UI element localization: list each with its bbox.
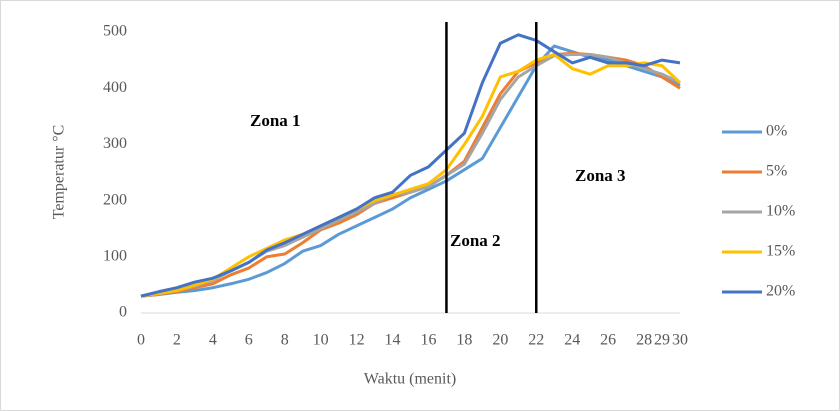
x-tick-label: 6 (245, 332, 253, 349)
y-tick-label: 500 (103, 23, 127, 40)
zone-label: Zona 1 (250, 111, 301, 130)
series-line (140, 33, 681, 298)
y-tick-label: 0 (119, 304, 127, 321)
zone-label: Zona 3 (575, 166, 626, 185)
x-axis-label: Waktu (menit) (364, 371, 456, 388)
y-axis-label: Temperatur °C (51, 125, 68, 220)
x-tick-label: 14 (385, 332, 401, 349)
x-tick-label: 4 (209, 332, 217, 349)
x-tick-label: 12 (349, 332, 365, 349)
y-tick-label: 400 (103, 79, 127, 96)
y-tick-label: 200 (103, 191, 127, 208)
y-tick-label: 100 (103, 247, 127, 264)
y-tick-label: 300 (103, 135, 127, 152)
x-tick-label: 26 (600, 332, 616, 349)
x-tick-label: 20 (492, 332, 508, 349)
x-tick-label: 18 (456, 332, 472, 349)
x-tick-label: 8 (281, 332, 289, 349)
legend-label: 5% (766, 163, 787, 180)
x-tick-label: 24 (564, 332, 580, 349)
x-tick-label: 28 (636, 332, 652, 349)
x-tick-label: 2 (173, 332, 181, 349)
legend-label: 15% (766, 243, 795, 260)
x-tick-label: 0 (137, 332, 145, 349)
x-tick-label: 16 (420, 332, 436, 349)
x-tick-label: 22 (528, 332, 544, 349)
x-tick-label: 30 (672, 332, 688, 349)
legend-label: 20% (766, 283, 795, 300)
x-tick-label: 10 (313, 332, 329, 349)
series-line (140, 52, 682, 298)
legend-label: 10% (766, 203, 795, 220)
zone-label: Zona 2 (450, 231, 501, 250)
legend-label: 0% (766, 123, 787, 140)
x-tick-label: 29 (654, 332, 670, 349)
